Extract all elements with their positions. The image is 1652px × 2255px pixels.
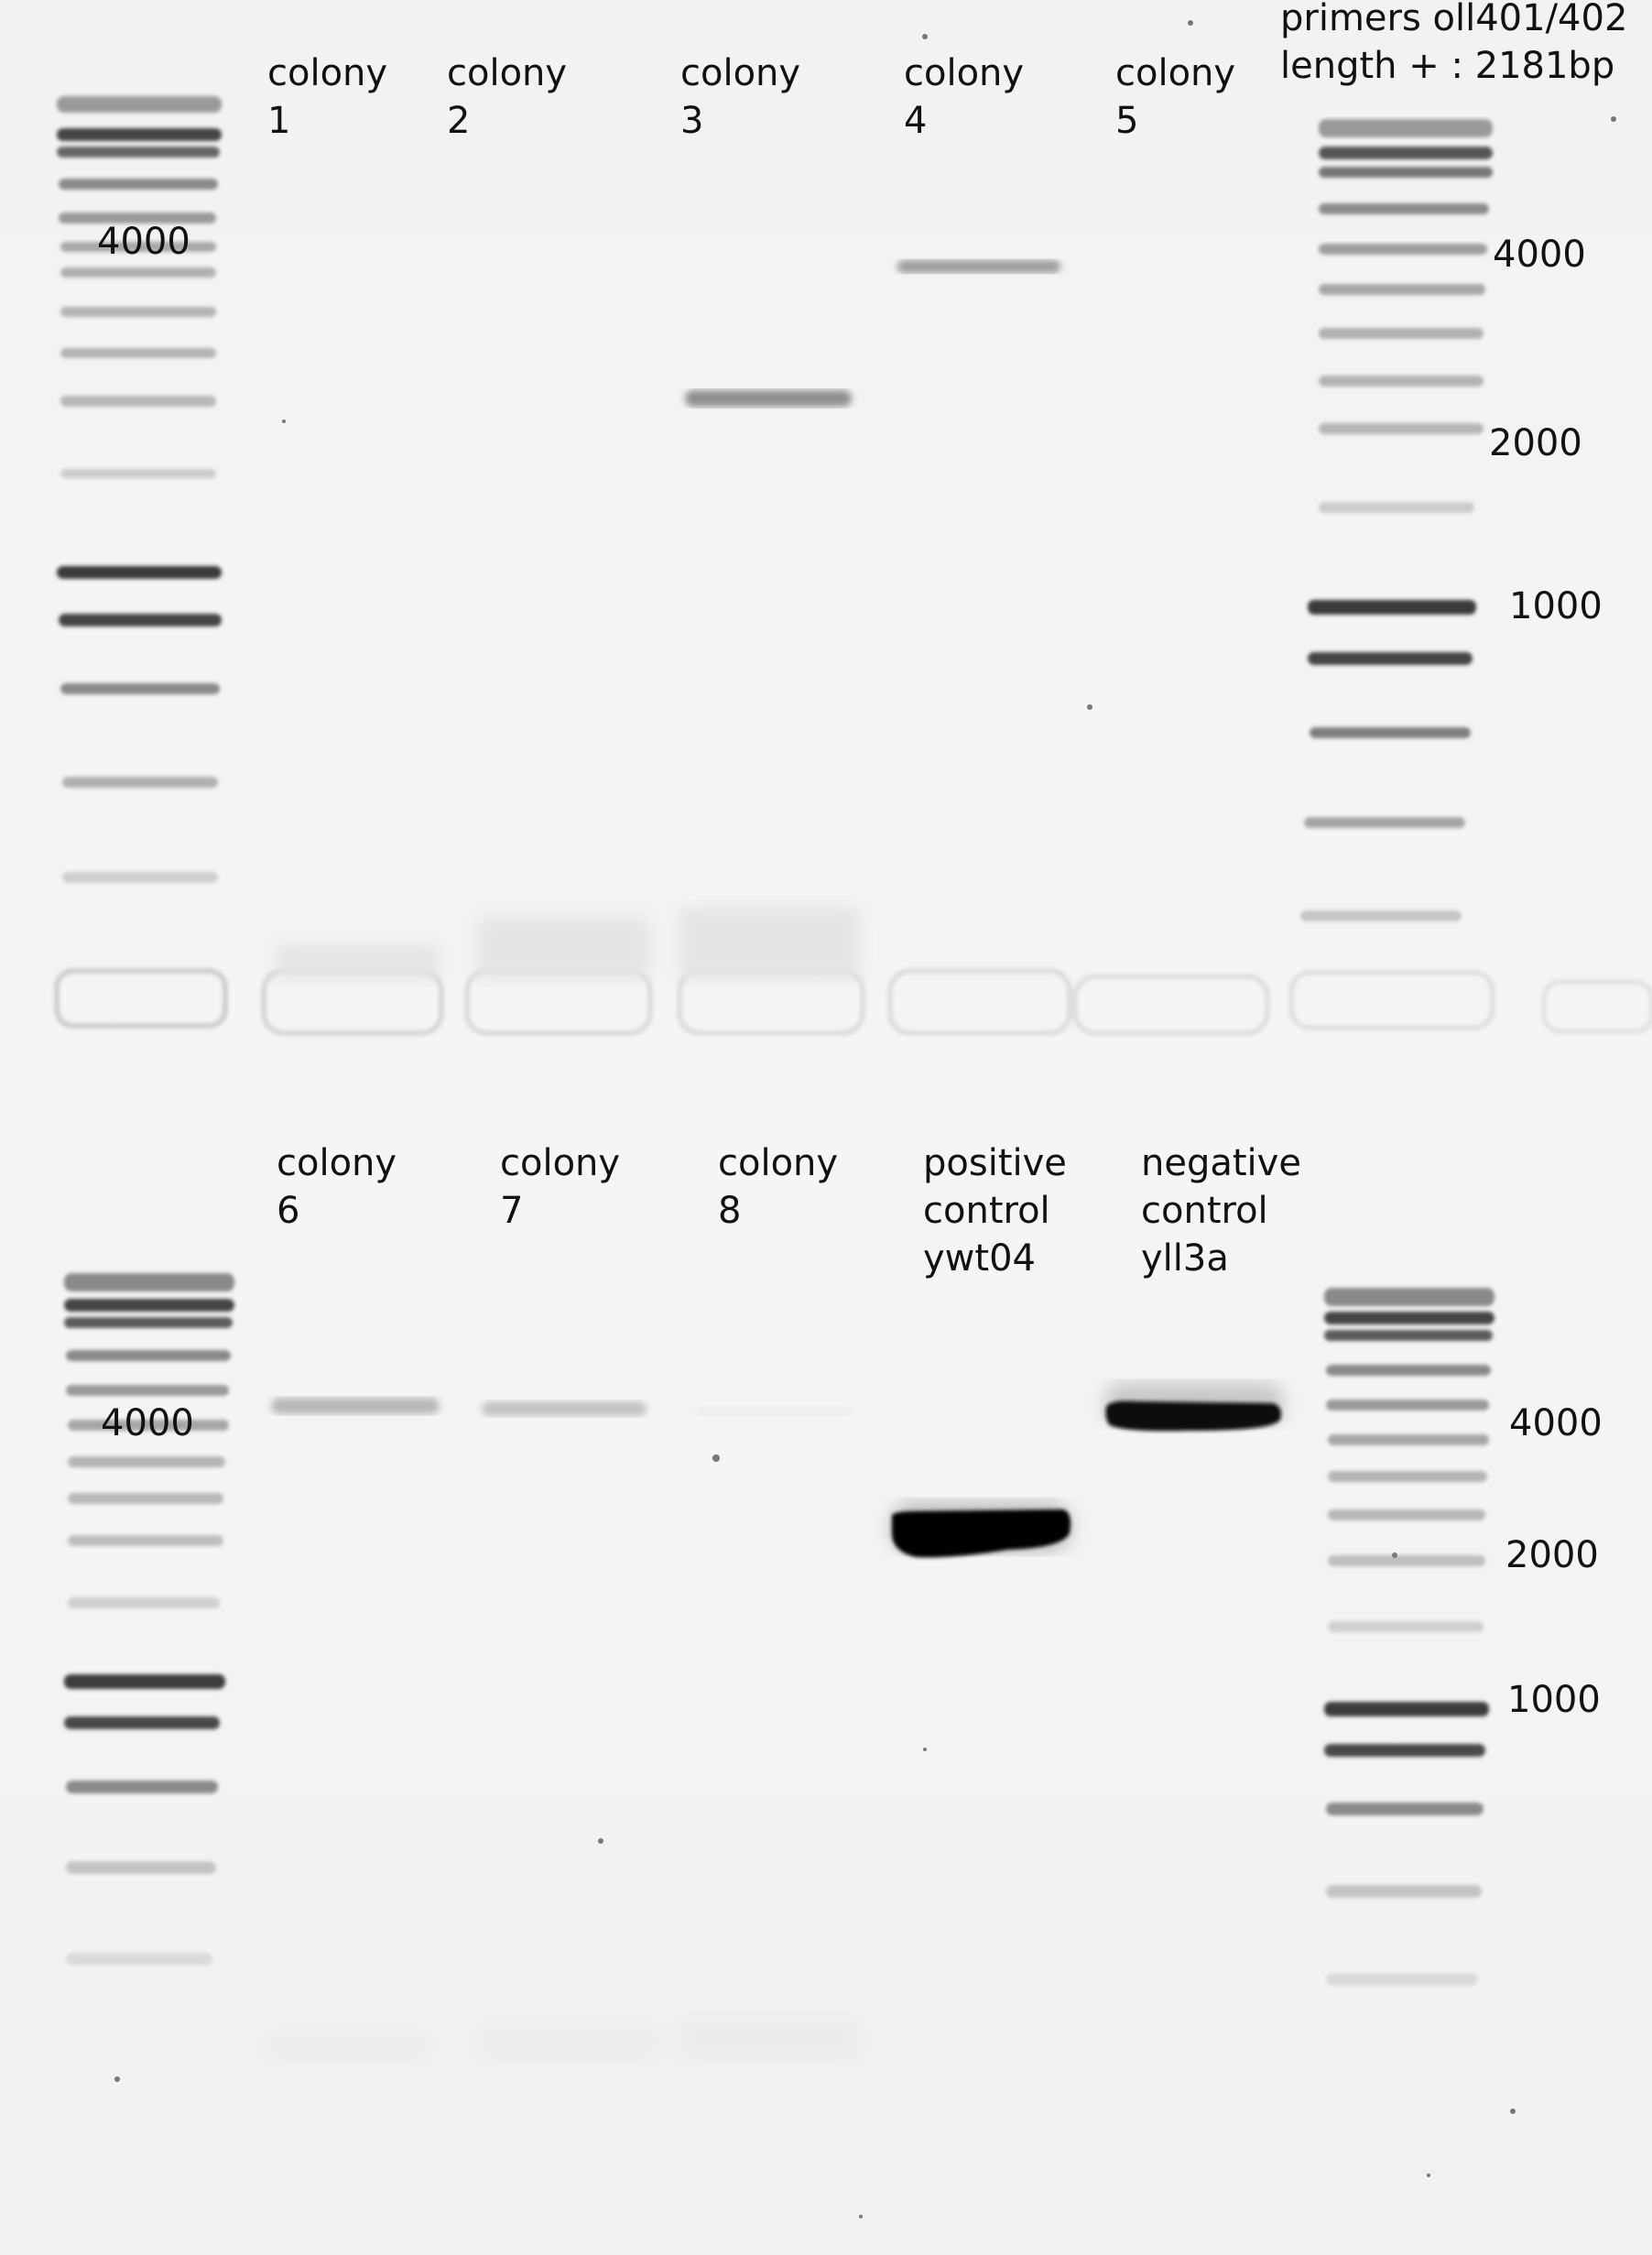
lane-label-line: colony <box>1115 52 1236 94</box>
lane-label-positive-control: positive control ywt04 <box>923 1139 1067 1282</box>
ladder-top-right <box>1300 119 1493 921</box>
marker-4000-top-left: 4000 <box>97 221 190 263</box>
lane-label-line: 8 <box>718 1190 742 1232</box>
lane-label-line: control <box>923 1190 1050 1232</box>
lane-label-line: 3 <box>680 100 704 142</box>
lane-label-line: 4 <box>904 100 928 142</box>
marker-2000-bottom-right: 2000 <box>1505 1534 1599 1576</box>
lane-label-colony-7: colony 7 <box>500 1139 620 1235</box>
band-colony-7 <box>482 1401 647 1416</box>
marker-4000-top-right: 4000 <box>1493 234 1586 276</box>
band-colony-8 <box>696 1407 852 1416</box>
ladder-top-left <box>57 96 222 883</box>
band-colony-6 <box>271 1398 440 1414</box>
marker-4000-bottom-right: 4000 <box>1509 1402 1603 1444</box>
primers-line-1: primers oll401/402 <box>1280 0 1628 39</box>
wells-top <box>54 968 1652 1036</box>
lane-label-colony-1: colony 1 <box>267 49 387 145</box>
lane-label-line: 5 <box>1115 100 1139 142</box>
band-colony-4 <box>897 260 1060 273</box>
lane-label-line: 2 <box>447 100 471 142</box>
lane-label-line: control <box>1141 1190 1268 1232</box>
ladder-bottom-left <box>64 1273 234 1966</box>
band-colony-3 <box>685 390 852 407</box>
lane-label-line: colony <box>500 1142 621 1184</box>
lane-label-line: positive <box>923 1142 1067 1184</box>
lane-label-line: colony <box>267 52 388 94</box>
lane-label-colony-2: colony 2 <box>447 49 567 145</box>
lane-label-colony-5: colony 5 <box>1115 49 1235 145</box>
band-negative-control <box>1104 1383 1284 1432</box>
lane-label-line: colony <box>904 52 1025 94</box>
lane-label-line: yll3a <box>1141 1237 1229 1280</box>
lane-label-line: negative <box>1141 1142 1301 1184</box>
lane-label-negative-control: negative control yll3a <box>1141 1139 1301 1282</box>
lane-label-line: 1 <box>267 100 291 142</box>
lane-label-line: 7 <box>500 1190 524 1232</box>
lane-label-colony-8: colony 8 <box>718 1139 838 1235</box>
lane-label-line: colony <box>277 1142 397 1184</box>
dust-specks <box>114 20 1616 2218</box>
marker-4000-bottom-left: 4000 <box>101 1402 194 1444</box>
lane-label-line: colony <box>447 52 568 94</box>
ladder-bottom-right <box>1324 1288 1494 1986</box>
marker-1000-bottom-right: 1000 <box>1507 1679 1601 1721</box>
lane-label-colony-6: colony 6 <box>277 1139 397 1235</box>
lane-label-colony-3: colony 3 <box>680 49 800 145</box>
primers-line-2: length + : 2181bp <box>1280 45 1615 87</box>
primers-label: primers oll401/402 length + : 2181bp <box>1280 0 1627 90</box>
lane-label-line: colony <box>718 1142 839 1184</box>
lane-label-line: 6 <box>277 1190 300 1232</box>
band-positive-control <box>890 1502 1071 1558</box>
lane-label-line: colony <box>680 52 801 94</box>
lane-label-colony-4: colony 4 <box>904 49 1024 145</box>
marker-1000-top-right: 1000 <box>1509 585 1603 627</box>
marker-2000-top-right: 2000 <box>1489 422 1582 464</box>
lane-label-line: ywt04 <box>923 1237 1036 1280</box>
